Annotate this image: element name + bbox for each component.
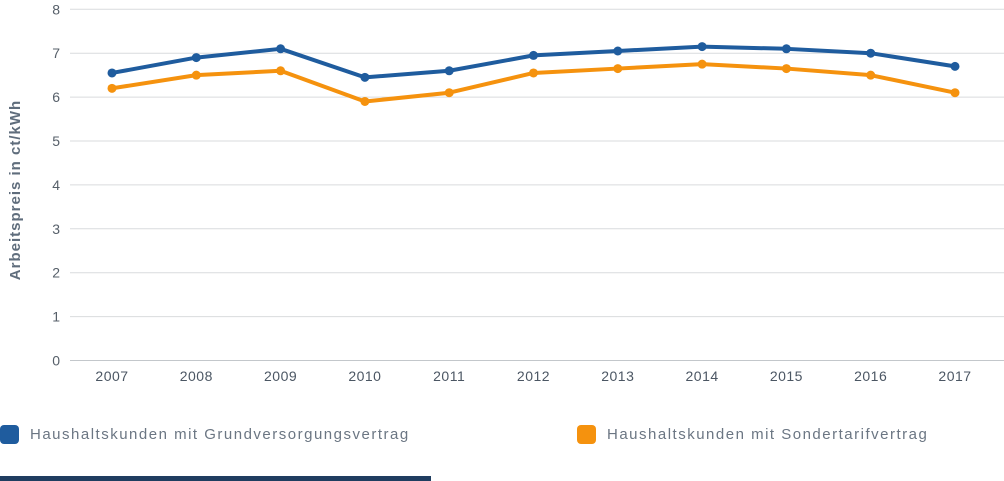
x-tick-label-2015: 2015 [770,368,803,384]
y-axis-title: Arbeitspreis in ct/kWh [7,100,24,280]
y-tick-label-3: 3 [52,221,60,237]
x-tick-label-2014: 2014 [686,368,719,384]
data-point-0-2011 [444,66,454,76]
data-point-1-2013 [613,64,623,74]
chart-legend: Haushaltskunden mit Grundversorgungsvert… [0,421,1004,447]
legend-label-sondertarifvertrag: Haushaltskunden mit Sondertarifvertrag [607,425,929,443]
x-tick-label-2010: 2010 [348,368,381,384]
y-tick-label-5: 5 [52,133,60,149]
y-tick-label-8: 8 [52,1,60,17]
data-point-1-2015 [781,64,791,74]
data-point-1-2007 [107,83,117,93]
data-point-0-2016 [866,48,876,58]
x-tick-label-2008: 2008 [180,368,213,384]
x-tick-label-2009: 2009 [264,368,297,384]
data-point-0-2012 [529,50,538,60]
x-tick-label-2012: 2012 [517,368,550,384]
data-point-0-2008 [191,53,201,63]
data-point-1-2014 [697,59,707,69]
legend-swatch-blue-icon [0,424,19,444]
data-point-1-2011 [444,88,454,98]
data-point-0-2017 [950,61,960,71]
data-point-0-2010 [360,72,370,82]
data-point-1-2010 [360,96,370,106]
y-tick-label-7: 7 [52,45,60,61]
y-tick-label-4: 4 [52,177,60,193]
x-tick-label-2013: 2013 [601,368,634,384]
data-point-0-2007 [107,68,117,78]
y-tick-label-2: 2 [52,265,60,281]
data-point-1-2012 [529,68,538,78]
x-tick-label-2007: 2007 [95,368,128,384]
data-point-1-2016 [866,70,876,80]
y-tick-label-1: 1 [52,309,60,325]
data-point-0-2014 [697,42,707,52]
legend-item-grundversorgungsvertrag: Haushaltskunden mit Grundversorgungsvert… [0,421,410,447]
x-tick-label-2016: 2016 [854,368,887,384]
y-tick-label-0: 0 [52,353,60,369]
legend-item-sondertarifvertrag: Haushaltskunden mit Sondertarifvertrag [577,421,928,447]
legend-swatch-orange-icon [577,424,596,444]
data-point-1-2008 [191,70,201,80]
data-point-1-2017 [950,88,960,98]
x-tick-label-2011: 2011 [433,368,465,384]
data-point-1-2009 [276,66,286,76]
line-chart: 0 1 2 3 4 5 6 7 8 2007 2008 2009 2010 2011 2012 2013 201… [7,1,1004,384]
data-point-0-2015 [781,44,791,54]
legend-label-grundversorgungsvertrag: Haushaltskunden mit Grundversorgungsvert… [30,425,410,443]
data-point-0-2013 [613,46,623,56]
x-tick-label-2017: 2017 [938,368,971,384]
y-tick-label-6: 6 [52,89,60,105]
data-point-0-2009 [276,44,286,54]
bottom-accent-bar [0,476,431,481]
